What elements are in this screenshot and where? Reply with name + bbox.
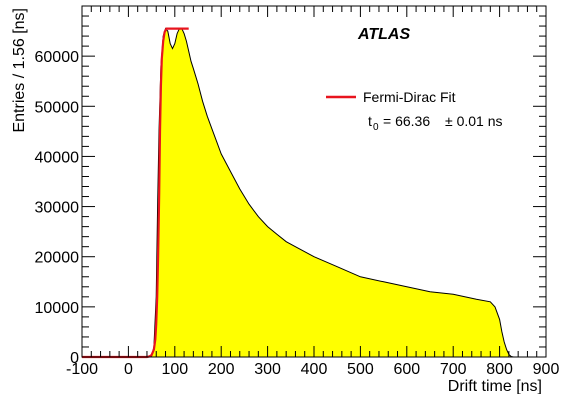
fit-curve — [82, 27, 189, 359]
x-tick-label: 900 — [533, 361, 560, 378]
y-tick-label: 10000 — [35, 300, 80, 317]
y-tick-label: 50000 — [35, 99, 80, 116]
t0-value: = 66.36 — [383, 113, 430, 129]
y-tick-label: 20000 — [35, 250, 80, 267]
histogram-area — [82, 28, 546, 357]
x-axis-title: Drift time [ns] — [448, 378, 542, 394]
y-tick-label: 30000 — [35, 200, 80, 217]
x-tick-label: 600 — [393, 361, 420, 378]
y-tick-label: 60000 — [35, 49, 80, 66]
x-axis-ticks: -100 0 100 200 300 400 500 600 700 800 900 — [66, 6, 559, 378]
fit-layer — [82, 27, 189, 359]
x-tick-label: 800 — [486, 361, 513, 378]
t0-subscript: 0 — [373, 122, 379, 133]
legend-fit-label: Fermi-Dirac Fit — [363, 89, 456, 105]
histogram-layer — [82, 27, 546, 358]
x-tick-label: 0 — [124, 361, 133, 378]
y-axis-ticks: 0 10000 20000 30000 40000 50000 60000 — [35, 15, 546, 367]
x-tick-label: 200 — [208, 361, 235, 378]
x-tick-label: 400 — [301, 361, 328, 378]
x-tick-label: 500 — [347, 361, 374, 378]
atlas-label: ATLAS — [357, 26, 410, 43]
y-tick-label: 0 — [70, 350, 79, 367]
x-tick-label: -100 — [66, 361, 98, 378]
x-tick-label: 700 — [440, 361, 467, 378]
t0-symbol: t — [368, 113, 372, 129]
y-axis-title: Entries / 1.56 [ns] — [11, 8, 28, 133]
t0-error: ± 0.01 ns — [445, 113, 503, 129]
x-tick-label: 300 — [254, 361, 281, 378]
y-tick-label: 40000 — [35, 149, 80, 166]
x-tick-label: 100 — [161, 361, 188, 378]
